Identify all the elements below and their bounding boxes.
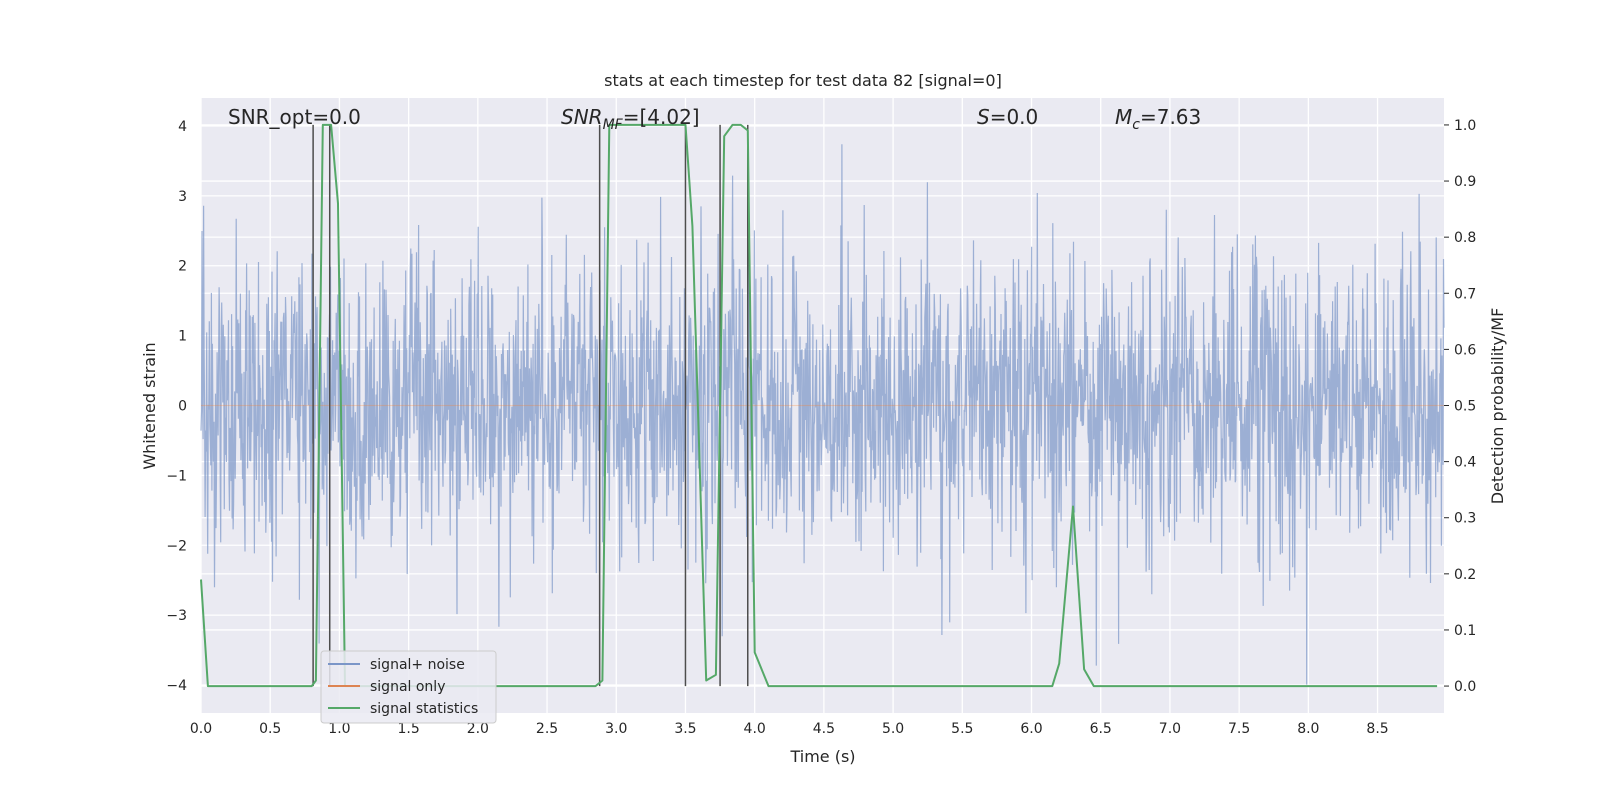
annotation-s: S=0.0 bbox=[977, 105, 1038, 129]
x-tick-label: 2.0 bbox=[467, 721, 489, 737]
y-tick-label-right: 0.8 bbox=[1454, 230, 1476, 246]
x-tick-label: 8.0 bbox=[1297, 721, 1319, 737]
x-tick-label: 8.5 bbox=[1366, 721, 1388, 737]
y-axis-label-left: Whitened strain bbox=[140, 342, 159, 469]
x-tick-label: 5.0 bbox=[882, 721, 904, 737]
x-axis-label: Time (s) bbox=[789, 747, 855, 766]
annotation-mc: Mc=7.63 bbox=[1115, 105, 1201, 133]
signal-plus-noise-series bbox=[200, 144, 1445, 685]
y-tick-label-right: 0.9 bbox=[1454, 174, 1476, 190]
legend: signal+ noise signal only signal statist… bbox=[320, 650, 497, 724]
y-tick-label-left: 0 bbox=[178, 399, 187, 415]
y-tick-label-right: 0.4 bbox=[1454, 455, 1476, 471]
annotation-snr-opt: SNR_opt=0.0 bbox=[228, 105, 361, 129]
x-tick-label: 3.5 bbox=[674, 721, 696, 737]
signal-plus-noise-line bbox=[200, 144, 1445, 685]
y-tick-label-left: −4 bbox=[166, 678, 187, 694]
legend-label-signal-noise: signal+ noise bbox=[370, 657, 465, 673]
x-tick-label: 7.0 bbox=[1159, 721, 1181, 737]
x-tick-label: 4.0 bbox=[744, 721, 766, 737]
y-axis-label-right: Detection probability/MF bbox=[1488, 308, 1507, 505]
y-tick-label-right: 0.6 bbox=[1454, 342, 1476, 358]
x-tick-label: 6.5 bbox=[1090, 721, 1112, 737]
x-tick-label: 4.5 bbox=[813, 721, 835, 737]
signal-statistics-line bbox=[200, 123, 1438, 688]
y-tick-label-right: 0.3 bbox=[1454, 511, 1476, 527]
x-tick-label: 6.0 bbox=[1020, 721, 1042, 737]
x-tick-label: 1.0 bbox=[328, 721, 350, 737]
y-tick-label-left: 4 bbox=[178, 119, 187, 135]
x-tick-label: 0.0 bbox=[190, 721, 212, 737]
y-tick-label-right: 0.5 bbox=[1454, 399, 1476, 415]
x-tick-label: 7.5 bbox=[1228, 721, 1250, 737]
x-tick-label: 5.5 bbox=[951, 721, 973, 737]
y-tick-label-right: 0.2 bbox=[1454, 567, 1476, 583]
y-tick-label-right: 0.0 bbox=[1454, 679, 1476, 695]
y-tick-label-left: −1 bbox=[166, 468, 187, 484]
x-tick-label: 0.5 bbox=[259, 721, 281, 737]
y-tick-label-left: −2 bbox=[166, 538, 187, 554]
chart-title: stats at each timestep for test data 82 … bbox=[604, 71, 1002, 90]
x-tick-label: 1.5 bbox=[397, 721, 419, 737]
x-tick-label: 3.0 bbox=[605, 721, 627, 737]
y-tick-label-right: 0.1 bbox=[1454, 623, 1476, 639]
axis-ticks: 0.0 0.5 1.0 1.5 2.0 2.5 3.0 3.5 4.0 4.5 5.0 5.5 6.0 6… bbox=[166, 118, 1476, 737]
legend-label-signal-statistics: signal statistics bbox=[370, 701, 478, 717]
y-tick-label-right: 1.0 bbox=[1454, 118, 1476, 134]
legend-box bbox=[320, 650, 497, 724]
signal-statistics-series bbox=[200, 123, 1438, 688]
y-tick-label-left: 3 bbox=[178, 189, 187, 205]
y-tick-label-left: 1 bbox=[178, 329, 187, 345]
y-tick-label-left: −3 bbox=[166, 608, 187, 624]
x-tick-label: 2.5 bbox=[536, 721, 558, 737]
y-tick-label-right: 0.7 bbox=[1454, 286, 1476, 302]
y-tick-label-left: 2 bbox=[178, 259, 187, 275]
annotation-snr-mf: SNRMF=[4.02] bbox=[561, 105, 700, 133]
legend-label-signal-only: signal only bbox=[370, 679, 445, 695]
